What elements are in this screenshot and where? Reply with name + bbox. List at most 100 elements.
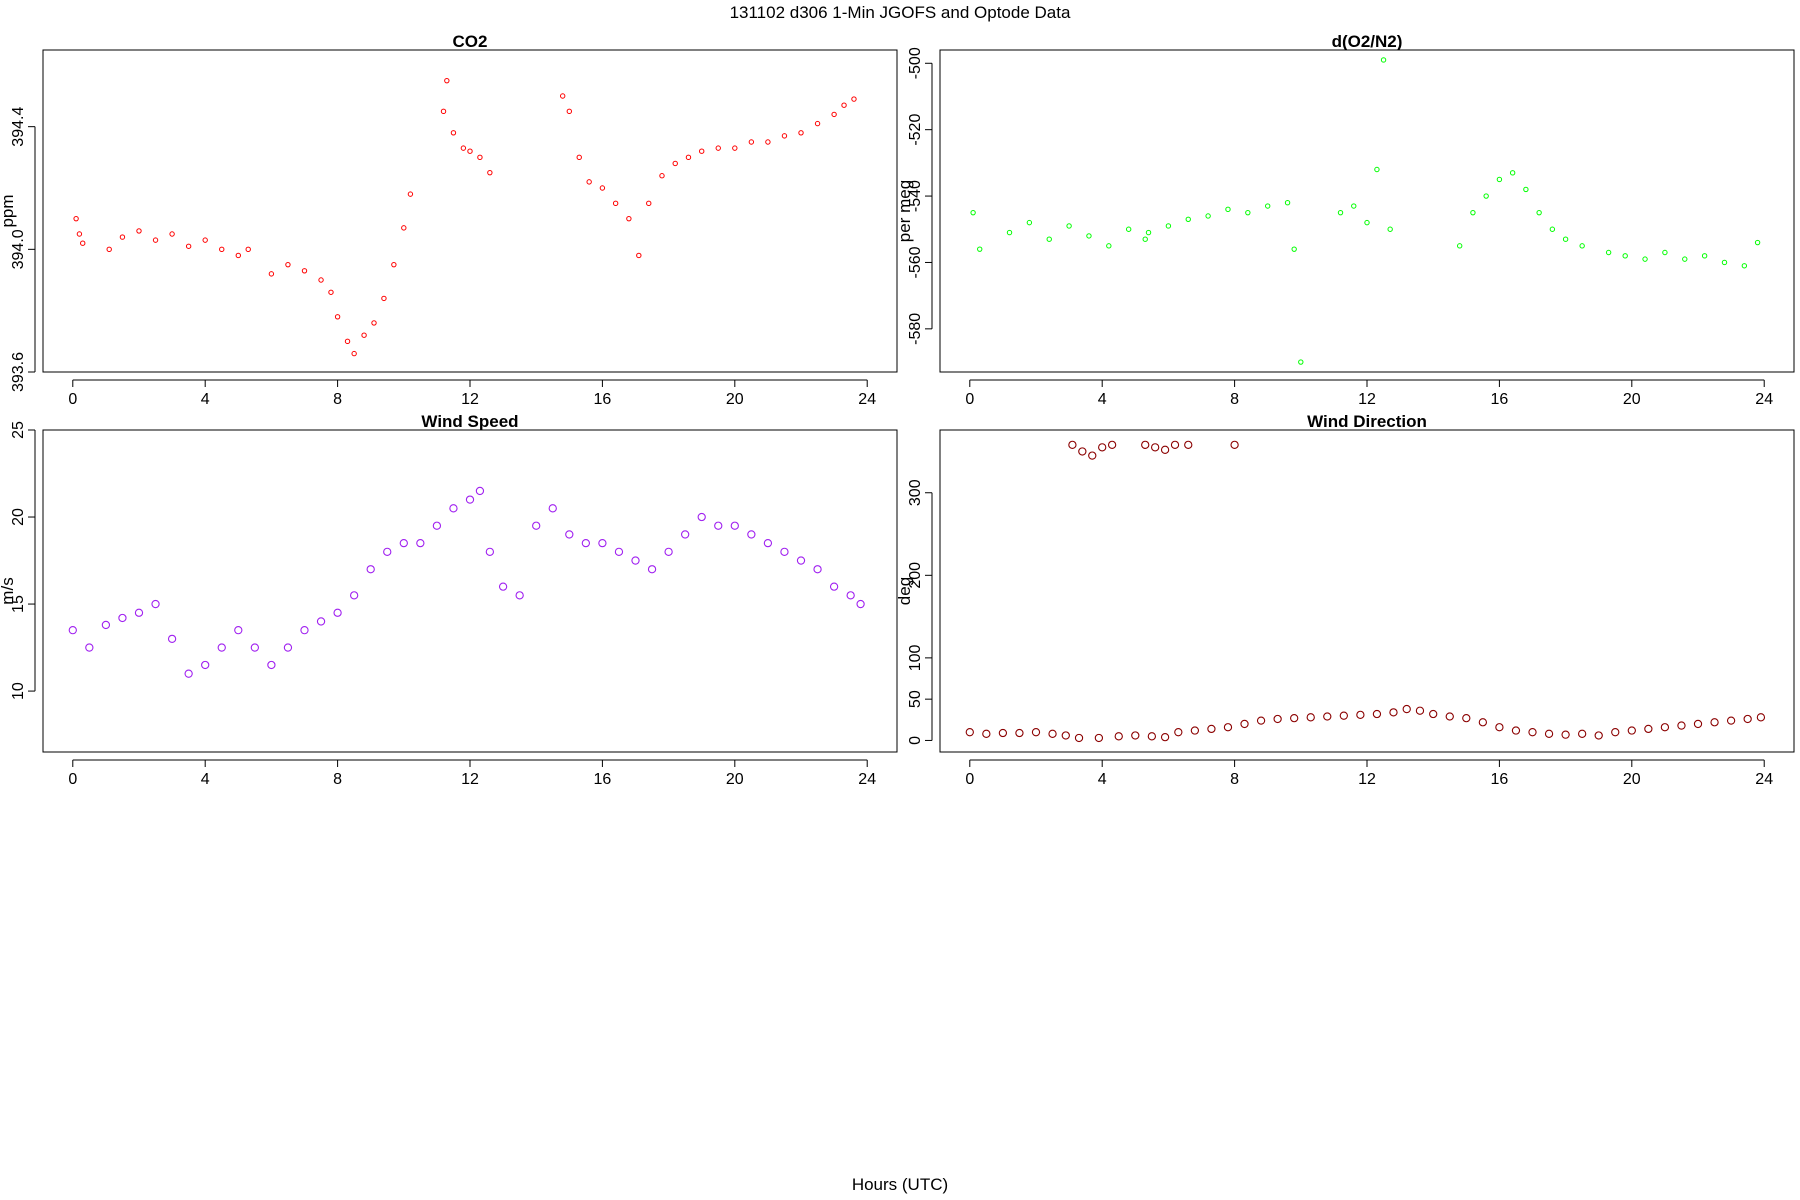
plot-frame (42, 429, 898, 753)
x-tick-label: 0 (68, 391, 77, 408)
data-point (328, 289, 334, 295)
data-point (1380, 57, 1387, 63)
data-point (1306, 713, 1315, 722)
data-point (1594, 731, 1603, 740)
data-point (732, 145, 738, 151)
data-point (1107, 440, 1117, 450)
data-point (449, 504, 458, 513)
data-point (1323, 712, 1332, 721)
data-point (1170, 440, 1180, 450)
data-point (344, 338, 351, 345)
y-tick-label: 300 (907, 479, 924, 506)
data-point (829, 582, 839, 591)
data-point (1462, 713, 1471, 723)
data-point (1086, 233, 1092, 239)
data-point (1756, 713, 1766, 722)
x-tick-label: 8 (333, 771, 342, 788)
data-point (1264, 203, 1271, 209)
data-point (1284, 200, 1291, 206)
data-point (1470, 209, 1476, 216)
figure-x-label: Hours (UTC) (852, 1175, 948, 1194)
data-point (383, 547, 392, 556)
data-point (1677, 721, 1686, 730)
figure-title: 131102 d306 1-Min JGOFS and Optode Data (730, 3, 1071, 22)
y-axis-label: m/s (0, 577, 17, 604)
x-tick-label: 4 (1098, 771, 1107, 788)
panel-wind-speed: Wind Speed m/s 0 4 8 12 16 20 24 10 15 20 25 (0, 412, 898, 788)
data-point (219, 246, 225, 253)
data-point (391, 261, 397, 268)
data-point (1006, 229, 1013, 236)
x-tick-label: 20 (726, 391, 744, 408)
data-point (977, 246, 983, 252)
data-point (1240, 719, 1249, 729)
data-point (118, 613, 127, 623)
data-point (1291, 246, 1297, 252)
data-point (1642, 256, 1648, 262)
x-tick-label: 4 (201, 771, 210, 788)
y-tick-label: -520 (907, 114, 924, 146)
y-tick-label: 50 (907, 690, 924, 708)
panel-title: d(O2/N2) (1332, 32, 1403, 51)
data-point (856, 599, 865, 609)
data-point (1068, 440, 1077, 450)
data-point (267, 660, 276, 670)
data-point (1205, 213, 1211, 219)
data-point (1147, 732, 1156, 741)
data-point (1415, 706, 1425, 715)
x-tick-label: 4 (201, 391, 210, 408)
data-point (612, 200, 619, 207)
data-point (998, 728, 1008, 738)
data-point (1106, 243, 1112, 249)
data-point (1223, 723, 1233, 732)
data-point (970, 209, 976, 216)
data-point (1478, 718, 1488, 727)
data-point (697, 512, 706, 522)
data-point (1605, 249, 1612, 256)
y-tick-label: 15 (10, 595, 27, 613)
data-point (184, 669, 193, 678)
plot-frame (939, 429, 1795, 753)
data-point (333, 608, 342, 617)
data-point (1622, 253, 1628, 259)
x-tick-label: 20 (726, 771, 744, 788)
data-point (1387, 226, 1393, 232)
data-point (68, 626, 77, 635)
data-point (646, 200, 652, 207)
data-point (498, 582, 508, 591)
data-point (73, 215, 79, 222)
data-point (846, 591, 855, 600)
data-point (202, 237, 208, 243)
data-point (1483, 193, 1489, 199)
data-point (477, 154, 483, 161)
data-point (1298, 359, 1304, 365)
data-point (1256, 716, 1266, 725)
y-axis-label: per meg (895, 180, 914, 242)
y-tick-label: 100 (907, 644, 924, 671)
data-point (1098, 443, 1107, 452)
panel-title: CO2 (453, 32, 488, 51)
data-point (316, 617, 326, 626)
data-point (1374, 166, 1380, 173)
data-point (460, 145, 467, 151)
data-point (1165, 223, 1172, 229)
data-point (467, 148, 473, 154)
data-point (699, 148, 705, 154)
x-tick-label: 4 (1098, 391, 1107, 408)
data-point (1445, 712, 1454, 721)
data-point (730, 521, 739, 530)
data-point (1337, 209, 1344, 216)
x-tick-label: 8 (333, 391, 342, 408)
data-point (1754, 239, 1761, 246)
data-point (1364, 219, 1370, 226)
data-point (1495, 723, 1504, 732)
data-point (1066, 223, 1072, 229)
x-tick-label: 16 (1491, 771, 1509, 788)
x-tick-label: 24 (1755, 391, 1773, 408)
data-point (85, 643, 94, 652)
x-tick-label: 20 (1623, 771, 1641, 788)
y-tick-label: 393.6 (10, 352, 27, 392)
data-point (780, 547, 789, 556)
data-point (1701, 253, 1708, 259)
data-point (1190, 726, 1200, 735)
